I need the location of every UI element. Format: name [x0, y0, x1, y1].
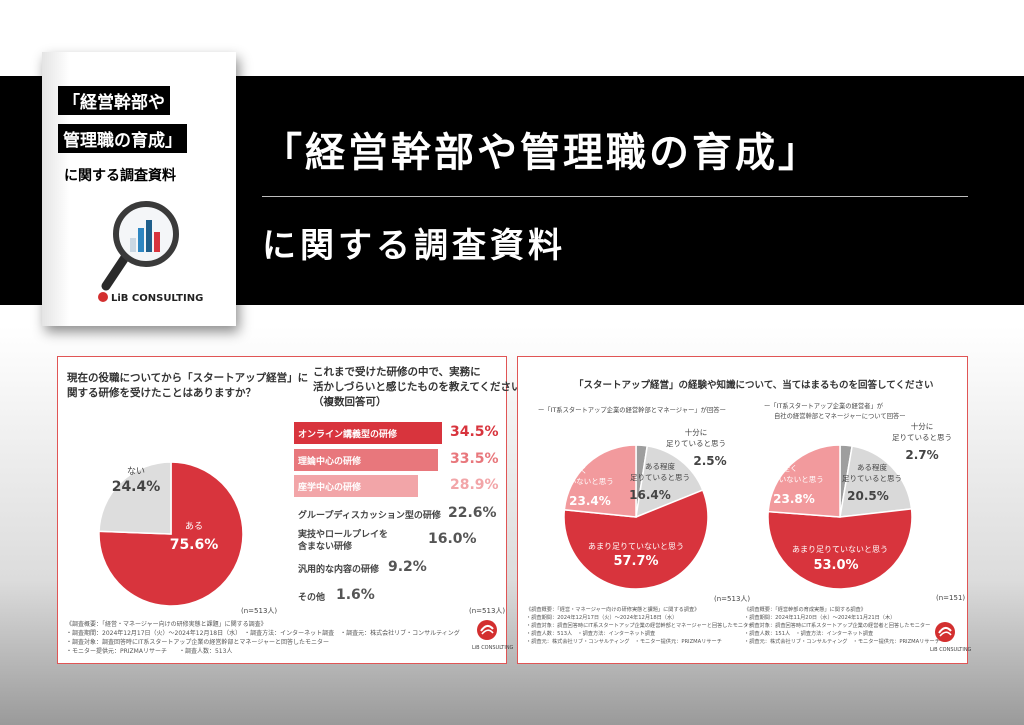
report-cover: 「経営幹部や 管理職の育成」 に関する調査資料 LiB CONSULTING — [42, 52, 236, 326]
footnote-line4: ・モニター提供元：PRIZMAリサーチ ・調査人数：513人 — [66, 648, 233, 655]
knowledge-category-label: ある程度 — [645, 461, 675, 471]
managers-pie-value-label: 16.4% — [629, 488, 671, 502]
slide-training-survey: 現在の役職についてから「スタートアップ経営」に 関する研修を受けたことはあります… — [57, 356, 522, 664]
knowledge-category-label: 足りていると思う — [666, 439, 726, 448]
pie-chart-training-received: ある 75.6% ない 24.4% — [98, 461, 244, 607]
footnote-left-line5: ・調査元：株式会社リブ・コンサルティング ・モニター提供元：PRIZMAリサーチ — [526, 639, 722, 645]
pie-question-line1: 現在の役職についてから「スタートアップ経営」に — [67, 372, 309, 384]
bar-value-label: 9.2% — [388, 559, 427, 575]
knowledge-category-label: 足りていると思う — [892, 433, 952, 442]
footnote-right-line1: 《調査概要：「経営幹部の育成実態」に関する調査》 — [744, 607, 866, 613]
bar-category-label: グループディスカッション型の研修 — [298, 511, 441, 521]
bar-value-label: 22.6% — [448, 505, 497, 521]
knowledge-category-label: 十分に — [685, 427, 708, 437]
training-pie-slice — [98, 461, 172, 535]
executives-pie-value-label: 23.8% — [773, 492, 815, 506]
slide-startup-knowledge: 「スタートアップ経営」の経験や知識について、当てはまるものを回答してください ー… — [517, 356, 972, 664]
right-chart-caption-line1: ー「IT系スタートアップ企業の経営者」が — [764, 403, 884, 410]
bar-category-label: 汎用的な内容の研修 — [298, 565, 380, 575]
footnote-left-line1: 《調査概要：「経営・マネージャー向けの研修実態と課題」に関する調査》 — [526, 607, 700, 613]
knowledge-category-label: 足りていないと思う — [756, 475, 824, 484]
managers-pie-value-label: 23.4% — [569, 494, 611, 508]
managers-pie-slice — [563, 489, 709, 590]
cover-title-line1: 「経営幹部や — [58, 86, 170, 115]
executives-pie-slice — [767, 508, 913, 590]
footnote-left-line3: ・調査対象：調査回答時にIT系スタートアップ企業の経営幹部とマネージャーと回答し… — [526, 623, 754, 629]
cover-title-line3: に関する調査資料 — [64, 168, 176, 184]
bar-category-label: オンライン講義型の研修 — [298, 430, 398, 440]
knowledge-category-label: 足りていると思う — [842, 474, 902, 483]
footnote-right-line2: ・調査期間：2024年11月20日（水）～2024年11月21日（木） — [744, 615, 896, 621]
bar-question-line1: これまで受けた研修の中で、実務に — [313, 366, 481, 378]
knowledge-category-label: 十分に — [911, 421, 934, 431]
managers-pie-slice — [563, 444, 637, 518]
bar — [294, 475, 418, 497]
knowledge-category-label: 全く — [783, 463, 798, 473]
cover-logo: LiB CONSULTING — [98, 292, 203, 304]
footnote-line3: ・調査対象：調査回答時にIT系スタートアップ企業の経営幹部とマネージャーと回答し… — [66, 639, 330, 646]
banner-subtitle: に関する調査資料 — [262, 226, 566, 266]
executives-pie-value-label: 20.5% — [847, 489, 889, 503]
lib-logo-icon — [935, 622, 955, 642]
knowledge-category-label: あまり足りていないと思う — [792, 545, 888, 554]
footnote-right-line4: ・調査人数：151人 ・調査方法：インターネット調査 — [744, 631, 874, 637]
bar-question-line2: 活かしづらいと感じたものを教えてください — [313, 381, 522, 393]
bar-category-label: 座学中心の研修 — [298, 483, 362, 493]
cover-title-line2: 管理職の育成」 — [58, 124, 187, 153]
pie-chart-managers: 2.5%16.4%57.7%23.4%十分に足りていると思うある程度足りていると… — [546, 421, 952, 590]
right-sample-size: (n=151) — [936, 594, 966, 602]
knowledge-category-label: ある程度 — [857, 462, 887, 472]
bar — [294, 449, 438, 471]
bar-category-label: 理論中心の研修 — [298, 457, 362, 467]
left-sample-size: (n=513人) — [714, 595, 751, 603]
bar-category-label: その他 — [298, 593, 326, 603]
bar-value-label: 16.0% — [428, 531, 477, 547]
bar-category-label: 含まない研修 — [298, 542, 353, 552]
managers-pie-value-label: 57.7% — [613, 554, 658, 569]
managers-pie-slice — [635, 445, 704, 519]
training-pie-category-label: ない — [127, 466, 145, 477]
bar — [294, 422, 442, 444]
executives-pie-value-label: 53.0% — [813, 558, 858, 573]
knowledge-category-label: あまり足りていないと思う — [588, 542, 684, 551]
banner-title: 「経営幹部や管理職の育成」 — [262, 130, 821, 176]
knowledge-category-label: 全く — [573, 465, 588, 475]
managers-pie-value-label: 2.5% — [693, 454, 726, 468]
executives-pie-slice — [839, 445, 913, 518]
training-pie-value-label: 75.6% — [170, 537, 219, 553]
bar-sample-size: (n=513人) — [469, 607, 506, 615]
bar-value-label: 34.5% — [450, 424, 499, 440]
magnifier-chart-icon — [101, 201, 179, 291]
footnote-left-line4: ・調査人数：513人 ・調査方法：インターネット調査 — [526, 631, 656, 637]
footnote-line2: ・調査期間：2024年12月17日（火）～2024年12月18日（水） ・調査方… — [66, 630, 460, 637]
bar-category-label: 実技やロールプレイを — [298, 530, 389, 540]
knowledge-category-label: 足りていると思う — [630, 473, 690, 482]
footnote-left-line2: ・調査期間：2024年12月17日（火）～2024年12月18日（水） — [526, 615, 678, 621]
banner-divider — [262, 196, 968, 197]
slide2-title: 「スタートアップ経営」の経験や知識について、当てはまるものを回答してください — [574, 380, 934, 391]
left-chart-caption: ー「IT系スタートアップ企業の経営幹部とマネージャー」が回答ー — [538, 407, 726, 414]
bar-value-label: 28.9% — [450, 477, 499, 493]
executives-pie-slice — [767, 444, 841, 518]
bar-value-label: 33.5% — [450, 451, 499, 467]
pie-question-line2: 関する研修を受けたことはありますか？ — [67, 387, 256, 399]
training-pie-value-label: 24.4% — [112, 479, 161, 495]
footnote-right-line3: ・調査対象：調査回答時にIT系スタートアップ企業の経営者と回答したモニター — [744, 623, 931, 629]
slide2-logo-text: LiB CONSULTING — [930, 647, 972, 653]
pie-sample-size: (n=513人) — [241, 607, 278, 615]
bar-value-label: 1.6% — [336, 587, 375, 603]
training-pie-category-label: ある — [185, 521, 203, 532]
slide1-logo-text: LiB CONSULTING — [472, 645, 514, 651]
knowledge-category-label: 足りていないと思う — [546, 477, 614, 486]
right-chart-caption-line2: 自社の経営幹部とマネージャーについて回答ー — [774, 413, 906, 420]
footnote-right-line5: ・調査元：株式会社リブ・コンサルティング ・モニター提供元：PRIZMAリサーチ — [744, 639, 940, 645]
lib-logo-icon — [477, 620, 497, 640]
bar-question-line3: （複数回答可） — [313, 396, 387, 408]
executives-pie-value-label: 2.7% — [905, 448, 938, 462]
footnote-line1: 《調査概要：「経営・マネージャー向けの研修実態と課題」に関する調査》 — [66, 621, 267, 628]
logo-dot-icon — [98, 292, 108, 302]
